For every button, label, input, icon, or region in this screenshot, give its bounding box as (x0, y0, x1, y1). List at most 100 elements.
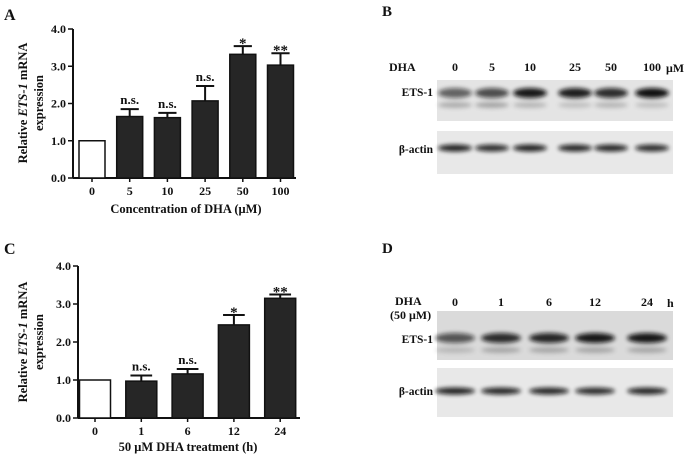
blot-b: B DHA 0 5 10 25 50 100 μM ETS-1 β-actin (382, 4, 684, 174)
blot-b-lane-labels: 0 5 10 25 50 100 (452, 60, 661, 74)
x-tick-label: 10 (161, 184, 173, 198)
x-tick-label: 25 (199, 184, 211, 198)
bar-0 (78, 379, 112, 419)
chart-a-xlabel: Concentration of DHA (μM) (110, 202, 261, 216)
blot-b-unit: μM (666, 61, 684, 75)
y-tick-label: 2.0 (56, 335, 71, 349)
lane-label: 6 (546, 295, 552, 309)
band (529, 387, 569, 395)
band (575, 333, 615, 343)
lane-label: 24 (641, 295, 653, 309)
chart-a-ylabel-line2: expression (32, 75, 46, 131)
bar-25 (191, 100, 219, 179)
x-tick-label: 0 (89, 184, 95, 198)
band-faint (575, 347, 615, 353)
blot-d-membranes (435, 311, 673, 417)
band (513, 88, 547, 98)
band (475, 88, 509, 98)
band (594, 144, 628, 152)
band-faint (529, 347, 569, 353)
band (558, 144, 592, 152)
band-faint (481, 347, 521, 353)
band (438, 88, 472, 98)
band (475, 144, 509, 152)
panel-label-b: B (382, 4, 392, 20)
chart-c-axes: 0.0 1.0 2.0 3.0 4.0 0 1 n.s. 6 n.s. 12 * 24 ** (56, 259, 300, 438)
blot-d: D DHA (50 μM) 0 1 6 12 24 h ETS-1 β-actin (382, 241, 674, 417)
blot-b-treatment-label: DHA (389, 60, 416, 74)
lane-label: 0 (452, 295, 458, 309)
band (529, 333, 569, 343)
band (575, 387, 615, 395)
band (635, 144, 669, 152)
band (627, 333, 667, 343)
y-tick-label: 3.0 (56, 297, 71, 311)
bar-6 (171, 373, 204, 419)
panel-label-c: C (4, 241, 16, 258)
bar-50 (229, 53, 257, 179)
chart-a: A 0.0 1.0 2.0 3.0 4.0 0 5 n.s. 10 n.s. 25 n.s. 50 * 10… (4, 7, 296, 216)
x-tick-label: 12 (228, 424, 240, 438)
lane-label: 5 (489, 60, 495, 74)
blot-d-lane-labels: 0 1 6 12 24 (452, 295, 653, 309)
lane-label: 100 (643, 60, 661, 74)
lane-label: 12 (589, 295, 601, 309)
y-tick-label: 4.0 (56, 259, 71, 273)
blot-b-membranes (437, 80, 673, 174)
significance-label: n.s. (132, 358, 151, 373)
panel-label-d: D (382, 241, 393, 257)
chart-c-ylabel-line2: expression (32, 314, 46, 370)
band-faint (513, 102, 547, 108)
band (558, 88, 592, 98)
band (435, 387, 475, 395)
lane-label: 50 (605, 60, 617, 74)
membrane-ets1 (437, 80, 673, 121)
blot-d-unit: h (667, 296, 674, 310)
bar-24 (263, 297, 297, 419)
x-tick-label: 24 (274, 424, 286, 438)
x-tick-label: 50 (237, 184, 249, 198)
band-faint (627, 347, 667, 353)
band (435, 333, 475, 343)
bar-100 (266, 64, 295, 179)
chart-c: C 0.0 1.0 2.0 3.0 4.0 0 1 n.s. 6 n.s. 12 * 24 ** Rela… (4, 241, 300, 454)
band-faint (475, 102, 509, 108)
band (627, 387, 667, 395)
band (438, 144, 472, 152)
panel-label-a: A (4, 7, 16, 24)
significance-label: n.s. (196, 69, 215, 84)
y-tick-label: 1.0 (56, 373, 71, 387)
band-faint (558, 102, 592, 108)
significance-label: n.s. (158, 96, 177, 111)
band (481, 387, 521, 395)
blot-d-treatment-sub: (50 μM) (390, 308, 431, 322)
lane-label: 1 (498, 295, 504, 309)
blot-b-row-ets1: ETS-1 (402, 87, 434, 99)
significance-label: * (230, 305, 238, 321)
band (635, 88, 669, 98)
significance-label: n.s. (178, 352, 197, 367)
band-faint (435, 347, 475, 353)
chart-c-xlabel: 50 μM DHA treatment (h) (119, 440, 258, 454)
chart-a-ylabel: Relative ETS-1 mRNA (16, 43, 30, 164)
blot-b-row-actin: β-actin (399, 144, 434, 156)
bar-5 (115, 115, 144, 179)
y-tick-label: 4.0 (51, 22, 66, 36)
x-tick-label: 0 (92, 424, 98, 438)
lane-label: 25 (569, 60, 581, 74)
x-tick-label: 1 (138, 424, 144, 438)
band-faint (594, 102, 628, 108)
x-tick-label: 6 (185, 424, 191, 438)
significance-label: ** (273, 43, 288, 59)
significance-label: n.s. (120, 92, 139, 107)
bar-0 (78, 140, 106, 179)
chart-c-ylabel: Relative ETS-1 mRNA (16, 282, 30, 403)
lane-label: 0 (452, 60, 458, 74)
band-faint (438, 102, 472, 108)
y-tick-label: 3.0 (51, 59, 66, 73)
band (594, 88, 628, 98)
y-tick-label: 2.0 (51, 97, 66, 111)
significance-label: * (239, 36, 247, 52)
blot-d-treatment-label: DHA (395, 294, 422, 308)
